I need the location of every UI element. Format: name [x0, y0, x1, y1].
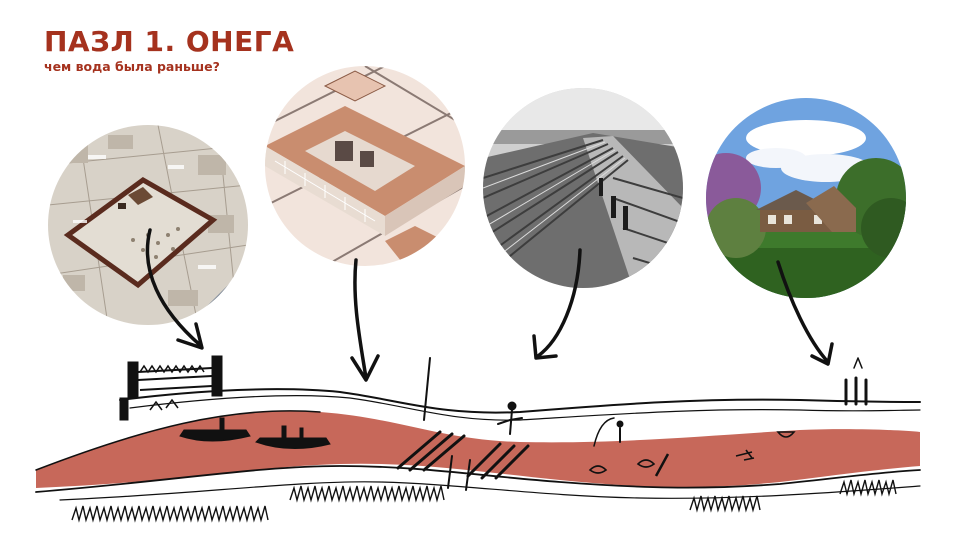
people-figures: [497, 357, 868, 447]
village-house-photo: [706, 98, 906, 298]
boat-sketches: [179, 417, 331, 450]
merchant-courtyard-illustration: [265, 66, 465, 266]
grass-scribble-left: [71, 505, 269, 523]
fortress-sketch: [119, 355, 223, 421]
page-title: ПАЗЛ 1. ОНЕГА: [44, 25, 295, 58]
fortress-map-illustration: [48, 125, 248, 325]
water-figures: [588, 431, 796, 477]
log-raft-sketch: [396, 357, 530, 491]
title-block: ПАЗЛ 1. ОНЕГА чем вода была раньше?: [44, 28, 294, 74]
grass-scribble-middle: [289, 485, 445, 503]
timber-rafting-photo: [483, 88, 683, 288]
page-subtitle: чем вода была раньше?: [44, 59, 220, 74]
river-band: [36, 410, 920, 488]
river-bank-lines: [35, 388, 921, 501]
arrow-courtyard: [350, 258, 380, 382]
grass-scribble-right: [689, 479, 897, 513]
